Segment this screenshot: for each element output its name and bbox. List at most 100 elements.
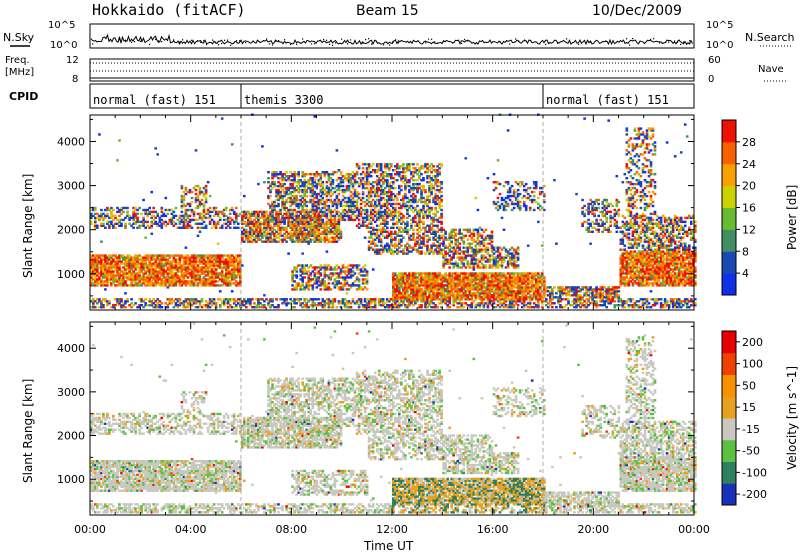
echo-cell (216, 264, 220, 267)
echo-cell (188, 218, 192, 222)
echo-cell (420, 304, 423, 307)
echo-cell (122, 278, 125, 281)
echo-cell (297, 181, 301, 184)
echo-cell (355, 214, 359, 218)
echo-cell (100, 280, 103, 283)
echo-cell (92, 282, 95, 285)
nsearch-series-point (395, 39, 397, 41)
echo-cell (158, 262, 162, 265)
echo-cell (148, 270, 152, 273)
echo-cell (190, 280, 194, 283)
echo-cell (307, 181, 311, 184)
echo-cell (325, 234, 329, 237)
echo-cell (297, 238, 301, 241)
echo-cell (178, 298, 182, 301)
echo-cell (202, 202, 206, 206)
echo-cell (303, 288, 307, 291)
echo-cell (313, 302, 317, 305)
echo-cell (150, 264, 154, 267)
echo-cell (303, 266, 307, 269)
echo-cell (106, 276, 109, 279)
echo-cell (106, 206, 109, 210)
echo-cell (202, 194, 206, 198)
echo-cell (120, 278, 123, 281)
echo-cell (168, 220, 172, 224)
echo-cell (307, 236, 311, 239)
echo-cell (289, 171, 292, 174)
echo-cell (220, 270, 224, 273)
echo-cell (184, 226, 188, 229)
echo-cell (241, 216, 244, 220)
echo-cell (170, 212, 174, 216)
echo-cell (311, 286, 315, 289)
echo-cell (269, 218, 272, 222)
echo-cell (261, 236, 264, 239)
echo-cell (277, 212, 280, 216)
echo-cell (156, 306, 160, 309)
echo-cell (249, 234, 252, 237)
echo-cell (212, 276, 216, 279)
echo-cell (228, 304, 232, 307)
nsearch-series-point (659, 42, 661, 44)
echo-cell (216, 276, 220, 279)
echo-cell (160, 306, 164, 309)
echo-cell (144, 262, 148, 265)
echo-cell (237, 268, 240, 271)
echo-cell (291, 272, 294, 275)
echo-cell (337, 300, 341, 303)
echo-cell (249, 236, 252, 239)
echo-cell (104, 208, 107, 212)
echo-cell (166, 272, 170, 275)
echo-cell (188, 274, 192, 277)
echo-cell (96, 262, 99, 265)
echo-cell (271, 202, 274, 206)
echo-cell (146, 258, 150, 261)
echo-cell (138, 266, 141, 269)
echo-cell (178, 300, 182, 303)
echo-cell (301, 173, 305, 176)
nsearch-series-point (368, 38, 370, 40)
echo-cell (188, 304, 192, 307)
echo-cell (224, 266, 228, 269)
echo-cell (323, 226, 327, 229)
echo-cell (96, 264, 99, 267)
echo-cell (232, 258, 236, 261)
echo-cell (164, 220, 168, 224)
echo-cell (301, 194, 305, 198)
echo-cell (249, 300, 252, 303)
nsearch-series-point (92, 43, 94, 45)
echo-cell (275, 220, 278, 224)
echo-cell (114, 266, 117, 269)
echo-cell (158, 282, 162, 285)
echo-cell (329, 222, 333, 225)
echo-cell (277, 220, 280, 224)
echo-cell (325, 184, 329, 188)
echo-cell (325, 228, 329, 231)
echo-cell (291, 190, 294, 194)
echo-cell (329, 200, 333, 204)
echo-cell (309, 214, 313, 218)
echo-cell (235, 218, 238, 222)
echo-cell (353, 284, 357, 287)
echo-cell (283, 204, 286, 208)
echo-cell (112, 214, 115, 218)
echo-cell (295, 194, 299, 198)
echo-cell (307, 200, 311, 204)
echo-cell (156, 212, 160, 216)
echo-cell (273, 238, 276, 241)
echo-cell (184, 260, 188, 263)
echo-cell (275, 204, 278, 208)
echo-cell (295, 298, 299, 301)
echo-cell (299, 286, 303, 289)
echo-cell (112, 304, 115, 307)
echo-cell (347, 206, 351, 210)
echo-cell (204, 254, 208, 257)
echo-cell (188, 264, 192, 267)
echo-cell (108, 270, 111, 273)
echo-cell (343, 204, 347, 208)
echo-cell (319, 175, 323, 178)
echo-cell (440, 163, 443, 166)
echo-cell (112, 276, 115, 279)
echo-cell (299, 179, 303, 182)
echo-cell (222, 276, 226, 279)
